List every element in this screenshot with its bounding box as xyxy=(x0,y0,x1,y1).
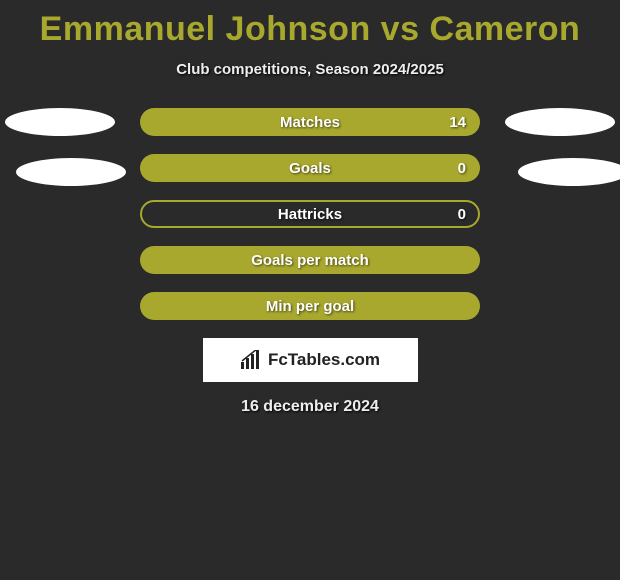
brand-text: FcTables.com xyxy=(268,350,380,370)
brand-chart-icon xyxy=(240,350,262,370)
stat-bar xyxy=(140,246,480,274)
side-ellipse-left xyxy=(16,158,126,186)
side-ellipse-right xyxy=(505,108,615,136)
stat-bar xyxy=(140,200,480,228)
side-ellipse-left xyxy=(5,108,115,136)
subtitle: Club competitions, Season 2024/2025 xyxy=(0,61,620,78)
page-title: Emmanuel Johnson vs Cameron xyxy=(0,0,620,49)
vs-text: vs xyxy=(381,10,420,48)
stat-row: Goals0 xyxy=(140,154,480,182)
stat-bar xyxy=(140,154,480,182)
stat-row: Hattricks0 xyxy=(140,200,480,228)
player-left: Emmanuel Johnson xyxy=(40,10,371,48)
comparison-chart: Matches14 Goals0 Hattricks0 Goals per match… xyxy=(0,108,620,320)
brand-box[interactable]: FcTables.com xyxy=(203,338,418,382)
stat-row: Min per goal xyxy=(140,292,480,320)
stat-row: Goals per match xyxy=(140,246,480,274)
date-text: 16 december 2024 xyxy=(0,398,620,416)
stat-bar xyxy=(140,108,480,136)
side-ellipse-right xyxy=(518,158,620,186)
stat-row: Matches14 xyxy=(140,108,480,136)
player-right: Cameron xyxy=(429,10,580,48)
stat-bar xyxy=(140,292,480,320)
